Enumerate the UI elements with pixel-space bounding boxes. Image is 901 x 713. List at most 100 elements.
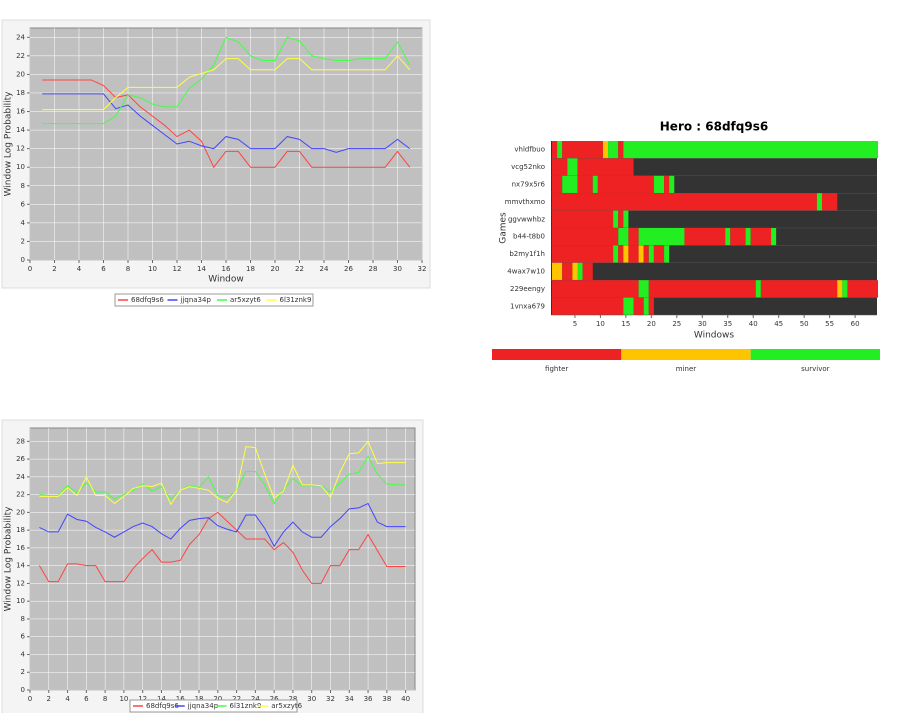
heat-cell	[664, 175, 670, 194]
heat-cell	[552, 297, 624, 315]
heat-cell	[628, 228, 639, 246]
x-tick-label: 24	[320, 265, 329, 273]
x-tick-label: 34	[345, 695, 354, 703]
x-tick-label: 6	[101, 265, 106, 273]
y-tick-label: 18	[16, 89, 25, 97]
heat-cell	[750, 228, 772, 246]
heat-cell	[633, 297, 644, 315]
row-label: 1vnxa679	[510, 302, 545, 310]
heat-cell	[760, 280, 838, 298]
legend-label: 68dfq9s6	[146, 702, 179, 710]
x-tick-label: 18	[246, 265, 255, 273]
heat-cell	[648, 245, 654, 263]
x-tick-label: 18	[195, 695, 204, 703]
x-tick-label: 40	[749, 320, 758, 328]
x-tick-label: 5	[573, 320, 577, 328]
heat-cell	[684, 228, 726, 246]
y-tick-label: 24	[16, 473, 25, 481]
x-tick-label: 0	[28, 695, 32, 703]
heat-cell	[623, 297, 634, 315]
x-tick-label: 24	[251, 695, 260, 703]
x-axis-title: Window	[208, 275, 244, 285]
heat-cell	[552, 262, 563, 281]
x-tick-label: 20	[271, 265, 280, 273]
y-tick-label: 4	[21, 650, 26, 658]
x-tick-label: 16	[222, 265, 231, 273]
legend-swatch	[492, 349, 622, 360]
heat-cell	[602, 141, 609, 159]
x-tick-label: 26	[344, 265, 353, 273]
x-tick-label: 10	[148, 265, 157, 273]
y-tick-label: 16	[16, 108, 25, 116]
y-tick-label: 2	[21, 668, 25, 676]
series-line	[38, 511, 406, 584]
row-label: vhldfbuo	[514, 146, 545, 154]
heat-cell	[552, 193, 817, 211]
y-tick-label: 28	[16, 437, 25, 445]
series-line	[39, 440, 406, 506]
heat-cell	[562, 141, 603, 159]
heat-cell	[618, 228, 629, 246]
heat-cell	[623, 141, 879, 159]
y-tick-label: 14	[16, 562, 25, 570]
x-tick-label: 38	[382, 695, 391, 703]
y-axis-title: Window Log Probability	[4, 91, 14, 197]
x-tick-label: 8	[126, 265, 130, 273]
x-tick-label: 22	[232, 695, 241, 703]
series-line	[42, 36, 411, 125]
heat-cell	[643, 297, 649, 315]
x-tick-label: 55	[825, 320, 834, 328]
chart-title: Hero : 68dfq9s6	[660, 120, 768, 134]
heat-cell	[552, 175, 563, 194]
x-tick-label: 30	[307, 695, 316, 703]
heat-cell	[618, 210, 624, 228]
legend-label: jjqna34p	[187, 702, 219, 710]
y-tick-label: 12	[16, 579, 25, 587]
legend-label: jjqna34p	[180, 296, 212, 304]
y-tick-label: 14	[16, 126, 25, 134]
y-tick-label: 24	[16, 33, 25, 41]
legend-label: survivor	[801, 365, 829, 373]
heat-cell	[837, 280, 843, 298]
x-tick-label: 20	[213, 695, 222, 703]
x-tick-label: 30	[698, 320, 707, 328]
x-tick-label: 8	[103, 695, 107, 703]
legend-label: fighter	[545, 365, 568, 373]
x-tick-label: 25	[672, 320, 681, 328]
row-label: 229eengy	[510, 285, 545, 293]
x-tick-label: 4	[77, 265, 82, 273]
y-tick-label: 6	[21, 633, 26, 641]
legend-label: ar5xzyt6	[230, 296, 261, 304]
heat-cell	[745, 228, 751, 246]
heat-cell	[725, 228, 731, 246]
heat-cell	[577, 262, 583, 281]
row-label: vcg52nko	[511, 163, 545, 171]
x-tick-label: 36	[364, 695, 373, 703]
heat-cell	[552, 141, 558, 159]
legend-label: 68dfq9s6	[131, 296, 164, 304]
heat-cell	[653, 175, 665, 194]
x-tick-label: 0	[28, 265, 32, 273]
heat-cell	[755, 280, 761, 298]
row-label: nx79x5r6	[512, 181, 546, 189]
y-tick-label: 16	[16, 544, 25, 552]
heat-cell	[562, 262, 573, 281]
series-line	[42, 79, 411, 169]
heat-cell	[648, 280, 756, 298]
y-tick-label: 0	[21, 256, 25, 264]
heat-cell	[638, 228, 685, 246]
x-tick-label: 6	[84, 695, 89, 703]
heat-cell	[842, 280, 848, 298]
heat-cell	[847, 280, 879, 298]
heat-cell	[608, 141, 619, 159]
legend-box	[114, 293, 314, 307]
heat-cell	[730, 228, 746, 246]
heat-cell	[664, 245, 670, 263]
y-tick-label: 6	[21, 200, 26, 208]
heat-cell	[669, 175, 675, 194]
heat-cell	[628, 245, 639, 263]
legend-label: miner	[676, 365, 697, 373]
row-label: mmvthxmo	[505, 198, 545, 206]
heat-cell	[552, 228, 619, 246]
x-tick-label: 2	[52, 265, 56, 273]
